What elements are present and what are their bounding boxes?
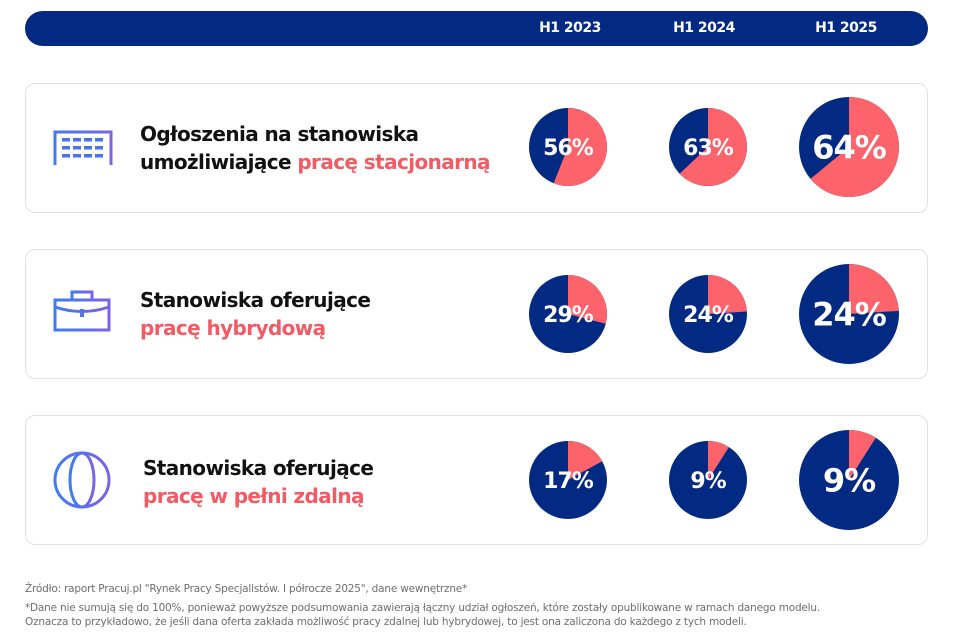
- header-bar: H1 2023 H1 2024 H1 2025: [25, 11, 928, 46]
- row-title-accent: pracę hybrydową: [140, 316, 326, 340]
- card-office-work: Ogłoszenia na stanowiska umożliwiające p…: [25, 83, 928, 213]
- row-title-accent: pracę stacjonarną: [297, 150, 490, 174]
- row-title-line1: Ogłoszenia na stanowiska: [140, 122, 419, 146]
- card-remote-work: Stanowiska oferujące pracę w pełni zdaln…: [25, 415, 928, 545]
- row-title-line2: pracę w pełni zdalną: [143, 482, 373, 510]
- row-title-remote: Stanowiska oferujące pracę w pełni zdaln…: [143, 454, 374, 510]
- row-title-line1: Stanowiska oferujące: [143, 456, 374, 480]
- footnote-line1: *Dane nie sumują się do 100%, ponieważ p…: [25, 602, 820, 614]
- row-title-hybrid: Stanowiska oferujące pracę hybrydową: [140, 286, 371, 342]
- row-title-line1: Stanowiska oferujące: [140, 288, 371, 312]
- column-header-h1-2025: H1 2025: [815, 20, 877, 36]
- column-header-h1-2023: H1 2023: [539, 20, 601, 36]
- footnote-line2: Oznacza to przykładowo, że jeśli dana of…: [25, 616, 747, 628]
- card-hybrid-work: Stanowiska oferujące pracę hybrydową: [25, 249, 928, 379]
- row-title-prefix: umożliwiające: [140, 150, 298, 174]
- globe-icon: [53, 451, 111, 509]
- column-header-h1-2024: H1 2024: [673, 20, 735, 36]
- row-title-office: Ogłoszenia na stanowiska umożliwiające p…: [140, 120, 491, 176]
- briefcase-icon: [53, 290, 111, 332]
- row-title-line2: pracę hybrydową: [140, 314, 370, 342]
- row-title-line2: umożliwiające pracę stacjonarną: [140, 148, 491, 176]
- source-note: Źródło: raport Pracuj.pl "Rynek Pracy Sp…: [25, 583, 468, 595]
- office-building-icon: [53, 130, 113, 165]
- row-title-accent: pracę w pełni zdalną: [143, 484, 365, 508]
